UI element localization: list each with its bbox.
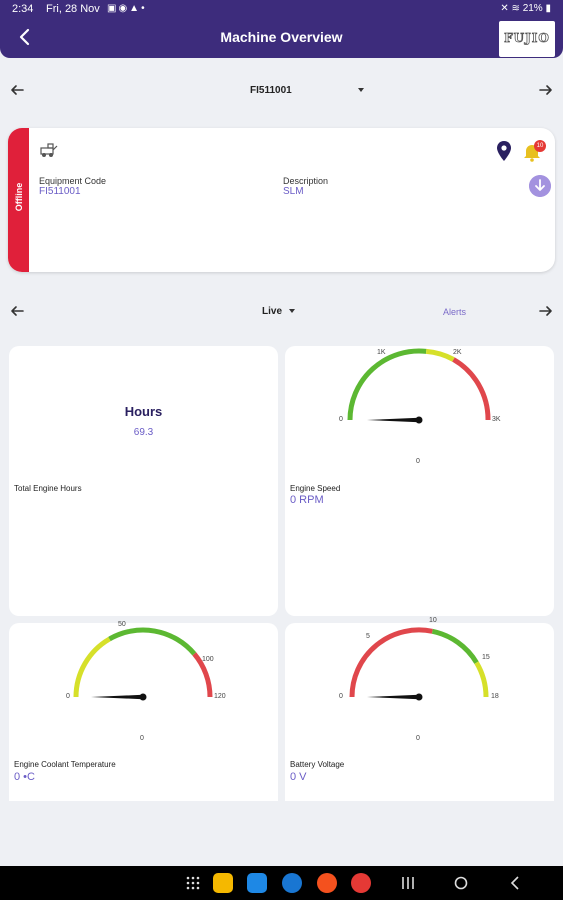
gauge-tick-label: 18 [491, 693, 499, 700]
company-logo: FUJIO [499, 21, 555, 57]
description-value: SLM [283, 186, 304, 197]
prev-equipment-arrow-icon[interactable] [8, 81, 26, 99]
view-navigator: Live Alerts [0, 300, 563, 324]
equipment-code-label: Equipment Code [39, 176, 107, 186]
alerts-bell[interactable]: 10 [522, 140, 548, 162]
battery-level: 21% [522, 3, 543, 14]
battery-icon: ▮ [545, 3, 551, 14]
hours-title: Hours [124, 404, 163, 419]
gauge-needle [367, 417, 419, 423]
home-icon[interactable] [454, 876, 468, 890]
notification-icons: ▣◉▲• [107, 3, 147, 14]
gauge-red-arc [452, 357, 491, 421]
gauge-red-arc [349, 627, 433, 698]
gauge-center-value: 0 [416, 735, 420, 742]
gauge-needle [91, 694, 143, 700]
gauge-tick-label: 5 [366, 633, 370, 640]
gauge-tick-label: 15 [482, 654, 490, 661]
status-strip: Offline [8, 128, 29, 272]
gauge-tick-label: 50 [118, 621, 126, 628]
prev-view-arrow-icon[interactable] [8, 302, 26, 320]
gauge-tick-label: 10 [429, 617, 437, 624]
gauge-yellow-arc [73, 636, 111, 698]
next-equipment-arrow-icon[interactable] [537, 81, 555, 99]
gauge-red-arc [192, 652, 213, 698]
coolant-temp-label: Engine Coolant Temperature [14, 760, 116, 769]
video-app-icon[interactable] [351, 873, 371, 893]
engine-speed-card[interactable]: 0 1K 2K 3K 0 Engine Speed 0 RPM [285, 346, 554, 616]
battery-card[interactable]: 0 5 10 15 18 0 Battery Voltage 0 V [285, 617, 554, 801]
gauge-tick-label: 0 [339, 693, 343, 700]
calendar-app-icon[interactable] [247, 873, 267, 893]
machine-icon [40, 143, 58, 157]
status-label: Offline [14, 182, 24, 212]
engine-speed-value: 0 RPM [290, 494, 324, 506]
coolant-gauge [73, 627, 213, 701]
messages-app-icon[interactable] [282, 873, 302, 893]
hours-value: 69.3 [133, 427, 154, 438]
battery-gauge [349, 627, 489, 701]
notes-app-icon[interactable] [213, 873, 233, 893]
gauge-green-arc [431, 628, 479, 664]
app-header: 2:34 Fri, 28 Nov ▣◉▲• ✕ ≋ 21% ▮ Machine … [0, 0, 563, 58]
gauge-tick-label: 120 [214, 693, 226, 700]
alert-count-badge: 10 [534, 140, 546, 152]
gauge-yellow-arc [474, 661, 489, 698]
gauge-pivot [415, 693, 423, 701]
gauge-pivot [415, 416, 423, 424]
coolant-temp-value: 0 •C [14, 771, 35, 783]
gauge-pivot [139, 693, 147, 701]
engine-speed-gauge [347, 348, 491, 424]
battery-voltage-label: Battery Voltage [290, 760, 345, 769]
gauge-green-arc [108, 627, 197, 656]
equipment-dropdown[interactable]: FI511001 [250, 85, 292, 96]
wifi-icon: ≋ [511, 3, 520, 14]
engine-speed-label: Engine Speed [290, 484, 341, 493]
gauge-tick-label: 2K [453, 349, 462, 356]
chevron-down-icon[interactable] [356, 85, 366, 95]
gauge-tick-label: 0 [66, 693, 70, 700]
back-arrow-icon[interactable] [14, 26, 36, 48]
chevron-down-icon[interactable] [287, 306, 297, 316]
alerts-tab[interactable]: Alerts [443, 307, 467, 317]
equipment-navigator: FI511001 [0, 79, 563, 103]
gauge-green-arc [347, 348, 427, 421]
logo-text: FUJIO [504, 31, 550, 46]
gauge-tick-label: 100 [202, 656, 214, 663]
mute-icon: ✕ [500, 3, 509, 14]
contacts-app-icon[interactable] [317, 873, 337, 893]
gauge-tick-label: 3K [492, 416, 501, 423]
status-right: ✕ ≋ 21% ▮ [500, 3, 551, 14]
description-label: Description [283, 176, 329, 186]
gauge-center-value: 0 [140, 735, 144, 742]
hours-card[interactable]: Hours 69.3 Total Engine Hours [9, 346, 278, 616]
next-view-arrow-icon[interactable] [537, 302, 555, 320]
system-navigation-bar [0, 866, 563, 900]
gauge-tick-label: 1K [377, 349, 386, 356]
total-engine-hours-label: Total Engine Hours [14, 484, 82, 493]
status-date: Fri, 28 Nov [46, 3, 100, 15]
equipment-code-value: FI511001 [39, 186, 81, 197]
battery-voltage-value: 0 V [290, 771, 307, 783]
gauge-yellow-arc [425, 348, 455, 362]
download-icon[interactable] [529, 175, 551, 197]
gauge-needle [367, 694, 419, 700]
status-time: 2:34 [12, 3, 34, 15]
status-bar: 2:34 Fri, 28 Nov ▣◉▲• ✕ ≋ 21% ▮ [0, 0, 563, 18]
location-pin-icon[interactable] [495, 140, 513, 162]
equipment-card[interactable]: Offline Equipment Code FI511001 Descript… [8, 128, 555, 272]
coolant-card[interactable]: 0 50 100 120 0 Engine Coolant Temperatur… [9, 621, 278, 801]
gauge-center-value: 0 [416, 458, 420, 465]
app-drawer-icon[interactable] [186, 876, 200, 890]
view-dropdown[interactable]: Live [262, 306, 283, 317]
gauge-tick-label: 0 [339, 416, 343, 423]
system-back-icon[interactable] [509, 876, 521, 890]
page-title: Machine Overview [220, 29, 343, 45]
recent-apps-icon[interactable] [400, 876, 416, 890]
